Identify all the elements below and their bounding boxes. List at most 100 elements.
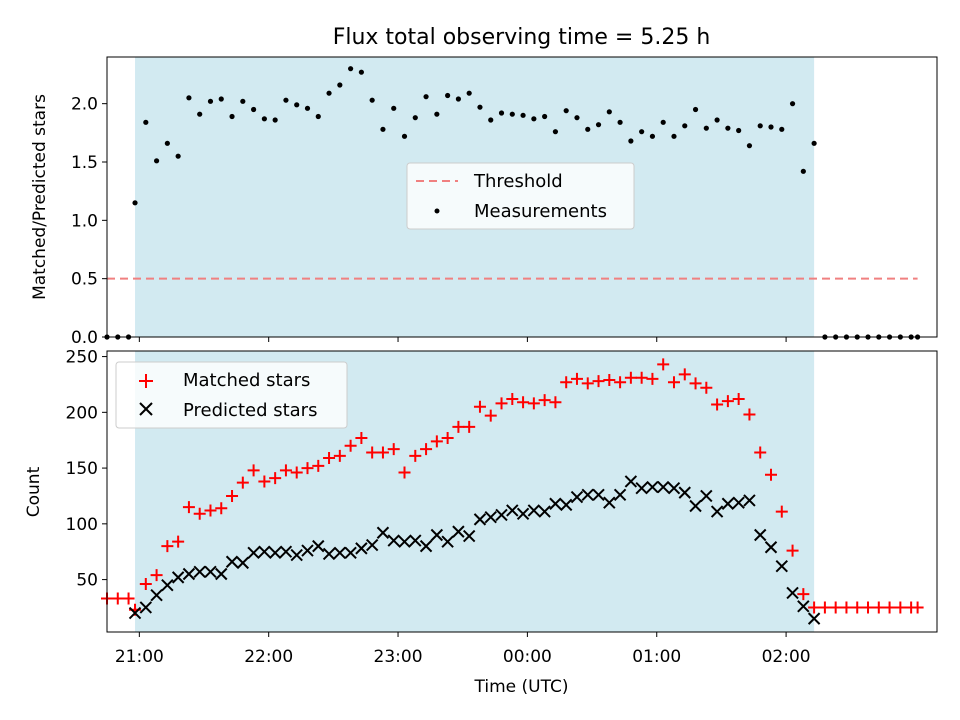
measurement-point: [391, 105, 397, 111]
top-y-tick-label: 1.0: [71, 211, 98, 231]
matched-star-point: [829, 601, 842, 614]
measurement-point: [132, 200, 138, 206]
bottom-y-tick-label: 250: [66, 348, 98, 368]
matched-star-point: [592, 375, 605, 388]
predicted-star-point: [506, 504, 519, 517]
measurement-point: [714, 117, 720, 123]
matched-star-point: [258, 475, 271, 488]
bottom-y-tick-label: 150: [66, 459, 98, 479]
measurement-point: [380, 126, 386, 132]
matched-star-point: [743, 408, 756, 421]
legend-matched-swatch: [139, 374, 153, 388]
predicted-star-point: [365, 538, 379, 552]
predicted-star-point: [570, 490, 584, 504]
top-y-axis-label: Matched/Predicted stars: [30, 94, 50, 300]
predicted-star-point: [657, 480, 670, 494]
bottom-y-tick-label: 50: [76, 571, 98, 591]
predicted-star-point: [700, 489, 713, 503]
matched-stars-points: [101, 358, 924, 616]
matched-star-point: [204, 504, 217, 517]
predicted-star-point: [236, 556, 250, 570]
predicted-star-point: [592, 488, 605, 502]
bottom-y-tick-label: 100: [66, 515, 98, 535]
matched-star-point: [182, 501, 195, 514]
measurement-point: [218, 96, 224, 102]
chart-title: Flux total observing time = 5.25 h: [333, 25, 711, 50]
measurement-point: [628, 138, 634, 144]
predicted-star-point: [452, 525, 465, 538]
measurement-point: [272, 117, 278, 123]
predicted-star-point: [527, 504, 541, 517]
predicted-star-point: [128, 606, 142, 620]
matched-star-point: [635, 371, 648, 384]
matched-star-point: [290, 466, 303, 479]
matched-star-point: [570, 372, 583, 385]
bottom-x-tick-label: 02:00: [762, 647, 811, 667]
measurement-point: [197, 111, 203, 117]
measurement-point: [186, 95, 192, 101]
matched-star-point: [473, 400, 486, 413]
predicted-star-point: [268, 546, 282, 560]
predicted-star-point: [613, 488, 627, 502]
measurement-point: [175, 153, 181, 159]
measurement-point: [358, 69, 364, 75]
bottom-x-tick-label: 01:00: [632, 647, 681, 667]
matched-star-point: [911, 601, 924, 614]
matched-star-point: [387, 443, 400, 456]
matched-star-point: [646, 372, 659, 385]
measurement-point: [671, 133, 677, 139]
bottom-y-tick-label: 200: [66, 403, 98, 423]
measurement-point: [315, 113, 321, 120]
measurement-point: [800, 168, 806, 174]
predicted-star-point: [258, 545, 271, 558]
measurement-point: [682, 123, 688, 129]
matched-star-point: [409, 449, 422, 462]
predicted-star-point: [301, 544, 314, 557]
legend-matched-label: Matched stars: [183, 370, 310, 391]
bottom-x-ticks: 21:00 22:00 23:00 00:00 01:00 02:00: [115, 632, 811, 667]
measurement-point: [552, 129, 559, 135]
measurement-point: [768, 124, 774, 130]
predicted-star-point: [624, 475, 638, 488]
bottom-x-tick-label: 22:00: [244, 647, 293, 667]
predicted-star-point: [387, 534, 400, 547]
matched-star-point: [484, 409, 497, 422]
measurement-point: [455, 96, 462, 102]
measurement-point: [143, 119, 149, 125]
bottom-legend: Matched stars Predicted stars: [115, 361, 348, 429]
measurement-point: [250, 106, 257, 113]
matched-star-point: [312, 459, 325, 472]
predicted-star-point: [322, 547, 336, 561]
top-y-tick-label: 1.5: [71, 153, 98, 173]
bottom-y-ticks: 50 100 150 200 250: [66, 348, 107, 591]
top-legend: Threshold Measurements: [406, 162, 635, 230]
matched-star-point: [678, 368, 691, 381]
measurement-point: [574, 115, 580, 121]
matched-star-point: [614, 376, 627, 389]
predicted-star-point: [678, 486, 691, 499]
measurement-point: [477, 104, 483, 110]
top-x-ticks: [138, 337, 787, 342]
predicted-star-point: [182, 567, 196, 581]
measurement-point: [412, 115, 418, 121]
measurement-point: [369, 97, 375, 103]
measurement-point: [595, 122, 602, 128]
predicted-star-point: [290, 548, 303, 562]
matched-star-point: [172, 535, 185, 548]
measurement-point: [811, 140, 817, 146]
predicted-star-point: [516, 507, 530, 521]
matched-star-point: [452, 420, 465, 433]
measurement-point: [725, 125, 731, 131]
measurement-point: [240, 98, 246, 104]
measurement-point: [466, 90, 472, 96]
matched-star-point: [122, 592, 135, 605]
legend-predicted-swatch: [139, 402, 153, 416]
matched-star-point: [883, 601, 896, 614]
predicted-star-point: [559, 498, 573, 512]
predicted-star-point: [473, 513, 487, 526]
matched-star-point: [430, 435, 443, 448]
matched-star-point: [862, 601, 875, 614]
measurement-point: [736, 127, 742, 134]
measurement-point: [294, 102, 300, 108]
